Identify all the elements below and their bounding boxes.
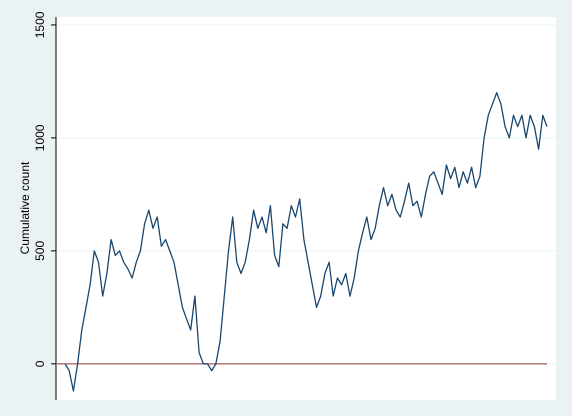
data-line <box>64 92 548 392</box>
plot-background <box>56 17 556 400</box>
y-tick-label: 1000 <box>33 124 47 151</box>
y-tick-label: 1500 <box>33 11 47 38</box>
y-axis-title: Cumulative count <box>18 161 32 254</box>
y-tick-label: 0 <box>33 360 47 367</box>
y-tick-label: 500 <box>33 241 47 261</box>
